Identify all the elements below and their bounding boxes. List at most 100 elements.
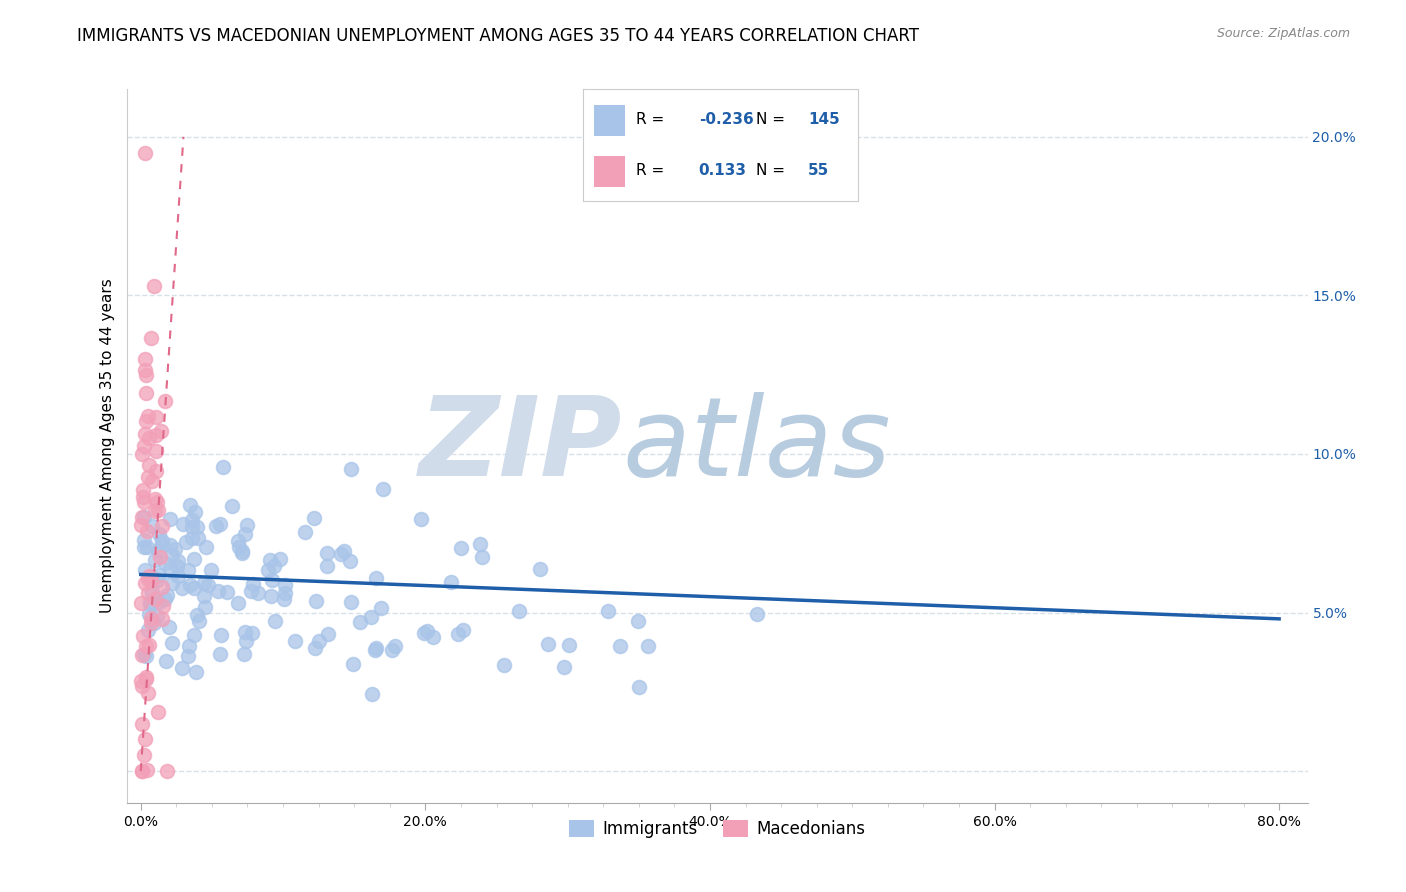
Point (284, 634, 307, 648)
Point (146, 608, 169, 623)
Point (146, 573, 169, 587)
FancyBboxPatch shape (595, 104, 624, 136)
Point (129, 673, 152, 688)
Point (553, 659, 575, 673)
Point (160, 636, 183, 650)
Point (450, 541, 472, 556)
Point (152, 599, 174, 613)
Point (529, 562, 551, 576)
Point (176, 649, 198, 664)
Point (308, 633, 330, 648)
Point (186, 607, 208, 622)
Point (141, 331, 163, 345)
Point (148, 550, 170, 565)
Point (148, 567, 170, 582)
Point (228, 540, 250, 554)
Point (596, 604, 619, 618)
Point (138, 431, 160, 445)
Text: 55: 55 (808, 163, 830, 178)
Point (153, 592, 176, 607)
Point (134, 732, 156, 747)
Point (183, 551, 205, 566)
Point (247, 585, 270, 599)
Point (142, 615, 165, 630)
Point (131, 764, 153, 778)
Point (138, 569, 160, 583)
Point (145, 409, 167, 424)
Point (609, 639, 631, 653)
Point (194, 541, 217, 555)
Point (274, 578, 297, 592)
Point (315, 559, 337, 574)
FancyBboxPatch shape (595, 156, 624, 187)
Point (131, 648, 153, 662)
Point (212, 459, 235, 474)
Point (166, 558, 188, 573)
Point (468, 537, 491, 551)
Point (150, 425, 173, 439)
Point (187, 531, 209, 545)
Text: -0.236: -0.236 (699, 112, 754, 127)
Point (209, 516, 232, 531)
Point (259, 553, 281, 567)
Point (226, 597, 249, 611)
Point (364, 643, 387, 657)
Point (360, 610, 382, 624)
Point (141, 570, 163, 584)
Point (558, 638, 581, 652)
Point (150, 519, 173, 533)
Point (628, 680, 651, 694)
Point (156, 588, 179, 602)
Point (131, 447, 153, 461)
Point (150, 536, 173, 550)
Point (136, 409, 159, 423)
Text: ZIP: ZIP (419, 392, 623, 500)
Point (163, 542, 186, 557)
Point (135, 640, 157, 654)
Point (240, 583, 263, 598)
Point (422, 631, 444, 645)
Point (381, 643, 404, 657)
Point (159, 538, 181, 552)
Point (136, 540, 159, 554)
Point (447, 627, 470, 641)
Point (263, 559, 285, 574)
Point (136, 623, 159, 637)
Point (180, 519, 202, 533)
Text: R =: R = (636, 112, 669, 127)
Point (364, 641, 387, 656)
Point (132, 540, 155, 554)
Point (139, 598, 162, 612)
Point (174, 535, 197, 549)
Point (148, 503, 170, 517)
Text: 0.133: 0.133 (699, 163, 747, 178)
Point (132, 510, 155, 524)
Point (143, 592, 166, 607)
Point (412, 625, 434, 640)
Point (193, 576, 215, 591)
Point (304, 640, 326, 655)
Text: atlas: atlas (623, 392, 891, 500)
Point (134, 363, 156, 377)
Point (150, 612, 173, 626)
Point (342, 657, 364, 671)
Point (747, 607, 769, 622)
Point (179, 578, 201, 592)
Point (139, 611, 162, 625)
Point (181, 513, 204, 527)
Point (131, 679, 153, 693)
Point (183, 581, 205, 595)
Point (373, 482, 395, 496)
Point (132, 647, 155, 661)
Point (339, 594, 361, 608)
Text: 145: 145 (808, 112, 839, 127)
Point (134, 351, 156, 366)
Point (138, 572, 160, 586)
Point (492, 657, 515, 672)
Point (205, 518, 228, 533)
Point (260, 589, 283, 603)
Point (136, 586, 159, 600)
Point (166, 554, 188, 568)
Point (232, 647, 254, 661)
Point (148, 595, 170, 609)
